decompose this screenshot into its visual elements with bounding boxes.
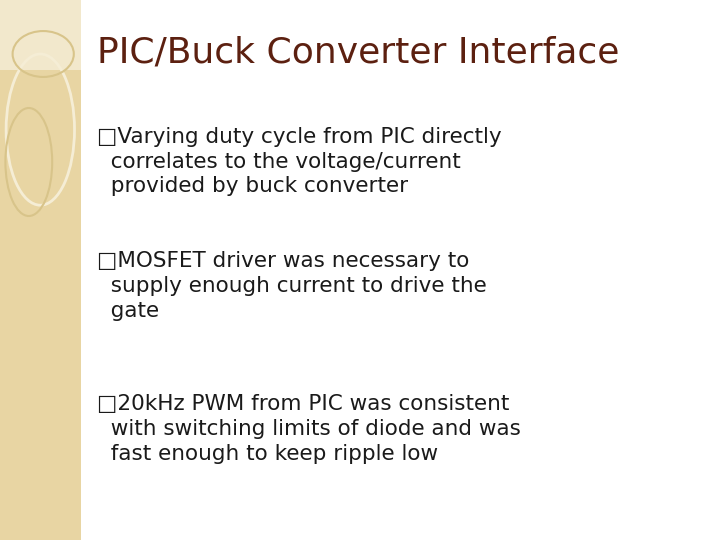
Text: □MOSFET driver was necessary to
  supply enough current to drive the
  gate: □MOSFET driver was necessary to supply e… bbox=[97, 251, 487, 321]
Bar bbox=[0, 0, 81, 540]
Text: PIC/Buck Converter Interface: PIC/Buck Converter Interface bbox=[97, 35, 620, 69]
Text: □20kHz PWM from PIC was consistent
  with switching limits of diode and was
  fa: □20kHz PWM from PIC was consistent with … bbox=[97, 394, 521, 464]
Bar bbox=[0, 0, 81, 70]
Text: □Varying duty cycle from PIC directly
  correlates to the voltage/current
  prov: □Varying duty cycle from PIC directly co… bbox=[97, 127, 502, 197]
